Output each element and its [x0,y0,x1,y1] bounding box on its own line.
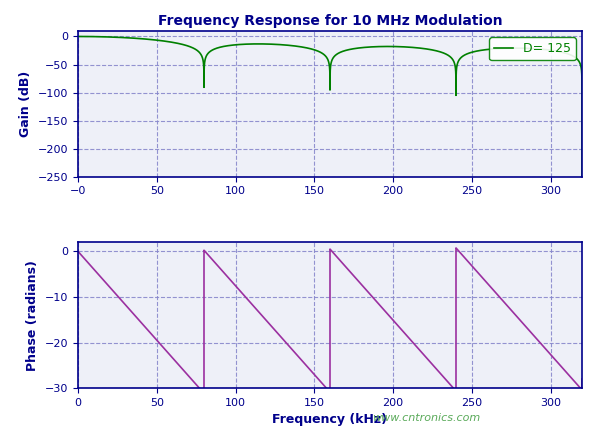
Text: www.cntronics.com: www.cntronics.com [372,413,480,423]
X-axis label: Frequency (kHz): Frequency (kHz) [272,413,388,426]
Legend: D= 125: D= 125 [489,37,576,60]
Y-axis label: Phase (radians): Phase (radians) [26,260,39,370]
Title: Frequency Response for 10 MHz Modulation: Frequency Response for 10 MHz Modulation [158,14,502,28]
Y-axis label: Gain (dB): Gain (dB) [19,71,32,137]
